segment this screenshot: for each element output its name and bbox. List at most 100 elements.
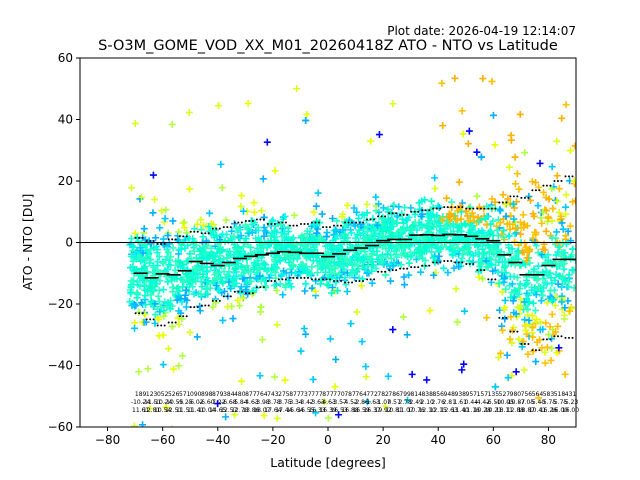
scatter-point — [258, 207, 266, 215]
scatter-point — [244, 268, 252, 276]
scatter-point — [487, 220, 495, 228]
scatter-point — [198, 283, 206, 291]
bin-annotation: 123 — [146, 391, 158, 398]
scatter-point — [164, 299, 172, 307]
scatter-point — [416, 222, 424, 230]
bin-lower-marker — [358, 279, 361, 282]
bin-upper-marker — [450, 206, 453, 209]
scatter-point — [217, 160, 225, 168]
scatter-point — [147, 298, 155, 306]
scatter-point — [566, 222, 574, 230]
bin-annotation: 16.64 — [286, 407, 303, 414]
scatter-point — [464, 140, 472, 148]
scatter-point — [178, 352, 186, 360]
scatter-point — [160, 307, 168, 315]
scatter-point — [558, 114, 566, 122]
scatter-point — [271, 269, 279, 277]
scatter-point — [554, 280, 562, 288]
bin-upper-marker — [240, 221, 243, 224]
scatter-point — [423, 243, 431, 251]
bin-lower-marker — [182, 315, 185, 318]
scatter-point — [335, 242, 343, 250]
bin-annotation: -6.60 — [199, 399, 215, 406]
bin-annotation: 957 — [466, 391, 478, 398]
bin-annotation: -6.02 — [188, 399, 204, 406]
bin-upper-marker — [512, 195, 515, 198]
scatter-point — [301, 287, 309, 295]
scatter-point — [190, 247, 198, 255]
scatter-point — [244, 99, 252, 107]
bin-upper-marker — [351, 221, 354, 224]
scatter-point — [459, 130, 467, 138]
bin-annotation: 786 — [388, 391, 400, 398]
scatter-point — [202, 285, 210, 293]
bin-annotation: -3.63 — [309, 399, 325, 406]
scatter-point — [408, 225, 416, 233]
bin-lower-marker — [259, 286, 262, 289]
bin-lower-marker — [432, 261, 435, 264]
bin-upper-marker — [355, 221, 358, 224]
scatter-point — [500, 234, 508, 242]
scatter-point — [257, 247, 265, 255]
scatter-point — [491, 198, 499, 206]
bin-upper-marker — [288, 224, 291, 227]
bin-annotation: 16.00 — [562, 407, 579, 414]
scatter-point — [551, 276, 559, 284]
bin-annotation: 743 — [267, 391, 279, 398]
bin-annotation: 1.61 — [454, 399, 468, 406]
bin-upper-marker — [340, 224, 343, 227]
x-tick-label: 20 — [375, 433, 390, 447]
scatter-point — [534, 262, 542, 270]
scatter-point — [215, 102, 223, 110]
scatter-point — [309, 375, 317, 383]
scatter-point — [541, 279, 549, 287]
scatter-point — [199, 270, 207, 278]
scatter-point — [546, 323, 554, 331]
bin-lower-marker — [156, 324, 159, 327]
bin-upper-marker — [273, 223, 276, 226]
scatter-point — [182, 303, 190, 311]
scatter-point — [333, 232, 341, 240]
bin-lower-marker — [439, 261, 442, 264]
scatter-point — [302, 242, 310, 250]
scatter-point — [535, 394, 543, 402]
bin-annotation: -3.78 — [265, 399, 281, 406]
scatter-point — [438, 217, 446, 225]
scatter-point — [498, 326, 506, 334]
scatter-point — [547, 356, 555, 364]
bin-upper-marker — [152, 239, 155, 242]
scatter-point — [306, 227, 314, 235]
scatter-point — [459, 251, 467, 259]
bin-annotation: -4.52 — [342, 399, 358, 406]
scatter-point — [461, 307, 469, 315]
scatter-point — [532, 291, 540, 299]
scatter-point — [495, 353, 503, 361]
scatter-point — [384, 215, 392, 223]
bin-lower-marker — [516, 330, 519, 333]
bin-upper-marker — [211, 227, 214, 230]
scatter-point — [529, 348, 537, 356]
bin-annotation: 10.54 — [154, 407, 171, 414]
scatter-point — [508, 280, 516, 288]
bin-upper-marker — [358, 221, 361, 224]
scatter-point — [444, 269, 452, 277]
scatter-point — [552, 328, 560, 336]
bin-annotation: 10.28 — [474, 407, 491, 414]
scatter-point — [507, 260, 515, 268]
bin-annotation: 11.51 — [176, 407, 193, 414]
bin-annotation: 135 — [488, 391, 500, 398]
scatter-point — [559, 260, 567, 268]
bin-annotation: 948 — [444, 391, 456, 398]
scatter-point — [527, 196, 534, 204]
scatter-point — [332, 355, 340, 363]
scatter-point — [548, 310, 556, 318]
scatter-point — [281, 212, 289, 220]
scatter-point — [161, 215, 169, 223]
scatter-point — [200, 249, 208, 257]
bin-annotation: 980 — [510, 391, 522, 398]
bin-upper-marker — [306, 223, 309, 226]
scatter-point — [523, 330, 531, 338]
scatter-point — [520, 366, 528, 374]
scatter-point — [443, 218, 451, 226]
scatter-point — [150, 286, 158, 294]
